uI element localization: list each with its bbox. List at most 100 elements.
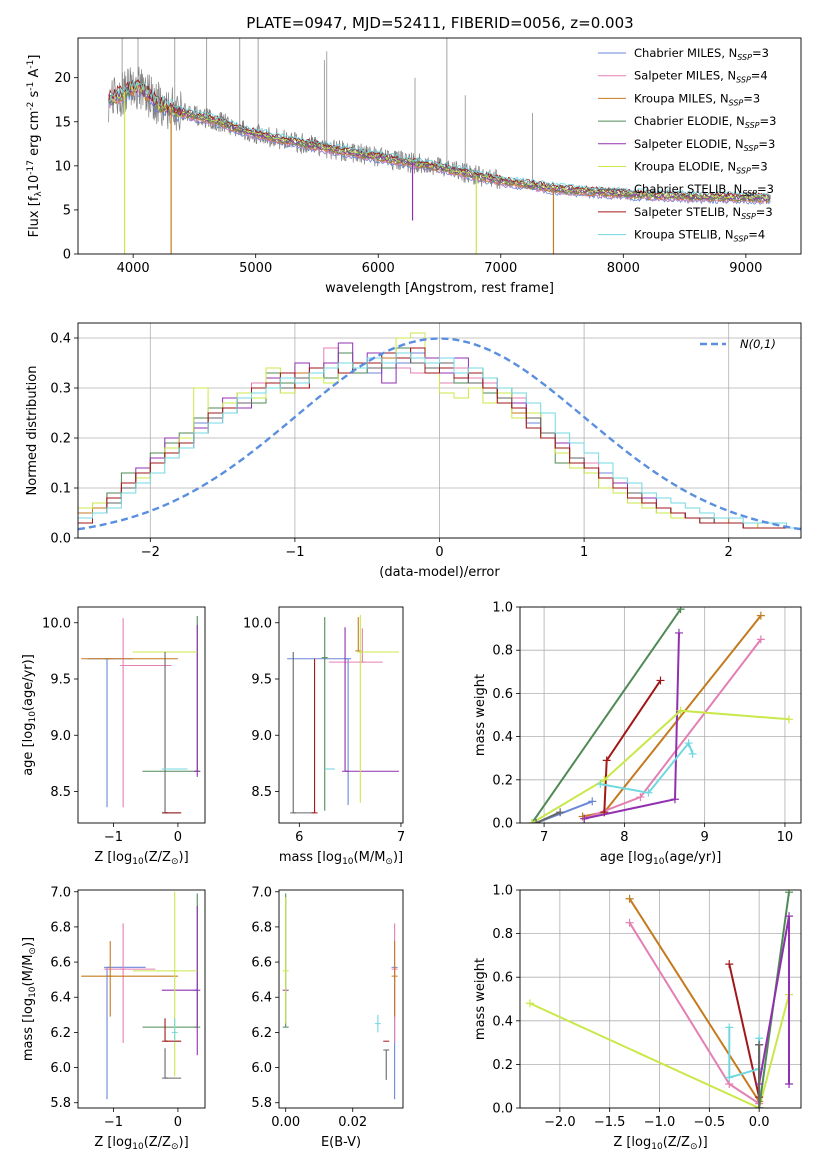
y-tick-label: 6.8 (50, 920, 71, 935)
legend-label: Salpeter MILES, NSSP=4 (634, 69, 768, 85)
panel-mass-vs-EBV: 0.00 0.02 5.8 6.0 6.2 6.4 6.6 6.8 7.0 E(B-V) (251, 885, 404, 1150)
errorbar-point (282, 897, 289, 1024)
axes-frame (278, 889, 404, 1109)
y-tick-label: 6.0 (50, 1061, 71, 1076)
x-tick-label: −1 (104, 830, 123, 845)
y-tick-label: 6.2 (50, 1026, 71, 1041)
plus-marker (625, 918, 634, 927)
errorbar-point (162, 1018, 182, 1042)
x-tick-label: 7 (397, 830, 405, 845)
mass-weight-line (529, 994, 790, 1108)
axes-frame (77, 606, 206, 824)
plus-marker (756, 635, 765, 644)
y-tick-label: 6.4 (251, 991, 272, 1006)
plus-marker (532, 819, 541, 823)
legend-label: Kroupa MILES, NSSP=3 (634, 91, 760, 107)
y-tick-label: 0.4 (492, 730, 513, 745)
spectrum-model-line (108, 85, 771, 205)
x-axis-label: (data-model)/error (379, 565, 500, 580)
errorbar-point (142, 893, 201, 1028)
x-tick-label: 9 (701, 830, 709, 845)
legend-label: Salpeter STELIB, NSSP=3 (634, 205, 773, 221)
plot-area-spectrum (108, 38, 771, 254)
mass-weight-line (531, 608, 682, 823)
figure-title: PLATE=0947, MJD=52411, FIBERID=0056, z=0… (246, 14, 633, 32)
spectrum-data-line (108, 38, 771, 204)
mass-weight-line (535, 811, 561, 823)
y-tick-label: 0.0 (492, 817, 513, 832)
plus-marker (602, 756, 611, 765)
plus-marker (670, 795, 679, 804)
errorbar-point (87, 658, 133, 808)
y-tick-label: 9.5 (251, 673, 272, 688)
x-tick-label: 6000 (362, 261, 395, 276)
mass-weight-line (600, 741, 694, 794)
x-axis-label: Z [log10(Z/Z⊙)] (94, 850, 188, 867)
errorbar-point (104, 966, 146, 1100)
mass-weight-line (758, 916, 790, 1085)
y-tick-label: 10.0 (42, 616, 71, 631)
x-axis-label: mass [log10(M/M⊙)] (279, 850, 403, 867)
errorbar-point (162, 652, 182, 814)
plus-marker (755, 1040, 764, 1049)
y-tick-label: 6.4 (50, 991, 71, 1006)
plus-marker (556, 808, 565, 817)
y-tick-label: 0.8 (492, 927, 513, 942)
y-tick-label: 5.8 (50, 1096, 71, 1111)
errorbar-point (161, 905, 201, 1056)
y-tick-label: 0.2 (50, 432, 71, 447)
y-tick-label: 5.8 (251, 1096, 272, 1111)
plus-marker (525, 999, 534, 1008)
y-tick-label: 6.6 (50, 956, 71, 971)
legend-label: Chabrier ELODIE, NSSP=3 (634, 114, 776, 130)
x-tick-label: 4000 (117, 261, 150, 276)
y-tick-label: 6.0 (251, 1061, 272, 1076)
y-tick-label: 9.0 (251, 729, 272, 744)
plus-marker (785, 890, 794, 897)
legend-label: Kroupa STELIB, NSSP=4 (634, 228, 765, 244)
errorbar-point (374, 1014, 381, 1033)
panel-mass-weight-vs-age: 7 8 9 10 0.0 0.2 0.4 0.6 0.8 1.0 age [log10(age/yr… (473, 601, 802, 867)
y-tick-label: 5 (63, 203, 71, 218)
plus-marker (674, 628, 683, 637)
y-axis-label: mass weight (473, 958, 488, 1040)
x-tick-label: 10 (777, 830, 794, 845)
plus-marker (785, 1080, 794, 1089)
x-tick-label: −2.0 (544, 1115, 576, 1130)
x-tick-label: 0.02 (338, 1115, 367, 1130)
legend-label: Chabrier STELIB, NSSP=3 (634, 182, 774, 198)
mass-weight-line (628, 898, 760, 1103)
x-tick-label: 0.00 (271, 1115, 300, 1130)
x-tick-label: −0.5 (694, 1115, 726, 1130)
y-tick-label: 0.1 (50, 482, 71, 497)
x-axis-label: Z [log10(Z/Z⊙)] (613, 1135, 707, 1152)
errorbar-point (287, 658, 352, 805)
plot-area-mass-weight-vs-age (528, 607, 793, 823)
errorbar-point (357, 614, 399, 803)
y-tick-label: 7.0 (251, 885, 272, 900)
y-tick-label: 9.5 (50, 673, 71, 688)
errorbar-point (342, 627, 399, 772)
x-tick-label: −1.5 (594, 1115, 626, 1130)
x-tick-label: 0 (174, 1115, 182, 1130)
y-tick-label: 10 (54, 159, 71, 174)
plus-marker (600, 775, 609, 784)
y-tick-label: 0.2 (492, 1058, 513, 1073)
errorbar-point (81, 940, 178, 1017)
plus-marker (725, 960, 734, 969)
plus-marker (636, 793, 645, 802)
y-tick-label: 6.6 (251, 956, 272, 971)
axes-frame (519, 889, 802, 1109)
x-tick-label: 6 (295, 830, 303, 845)
errorbar-point (311, 658, 318, 814)
y-tick-label: 6.8 (251, 920, 272, 935)
axes-frame (519, 606, 802, 824)
y-tick-label: 0.6 (492, 971, 513, 986)
y-tick-label: 1.0 (492, 884, 513, 899)
errorbar-point (391, 940, 398, 1017)
x-axis-label: age [log10(age/yr)] (600, 850, 722, 867)
axes-frame (77, 889, 206, 1109)
y-tick-label: 7.0 (50, 885, 71, 900)
legend-label: Kroupa ELODIE, NSSP=3 (634, 160, 768, 176)
x-axis-label: E(B-V) (321, 1135, 361, 1150)
